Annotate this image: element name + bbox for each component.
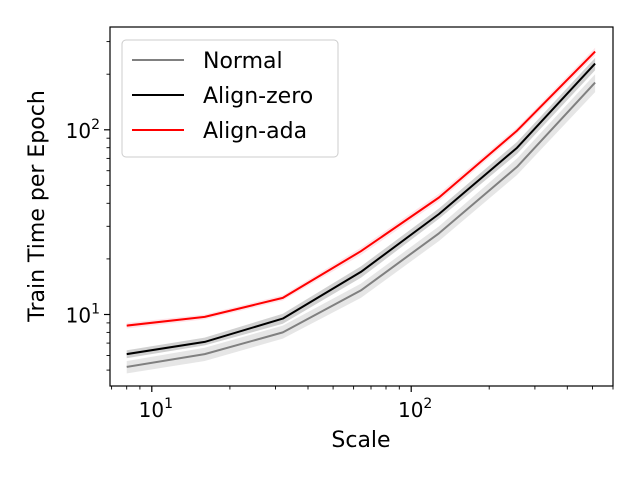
y-tick-label: 102 (66, 117, 100, 143)
x-tick-label: 101 (139, 396, 173, 422)
series-lines (126, 50, 596, 368)
y-tick-label: 101 (66, 301, 100, 327)
legend-label-0: Normal (203, 49, 283, 74)
legend-label-2: Align-ada (203, 119, 307, 144)
y-axis-ticks: 101 102 (66, 41, 110, 371)
x-axis-label: Scale (331, 428, 390, 453)
line-series-0 (126, 81, 596, 368)
legend: Normal Align-zero Align-ada (121, 39, 339, 158)
legend-box (121, 39, 339, 158)
x-tick-label: 102 (398, 396, 432, 422)
legend-label-1: Align-zero (203, 84, 313, 109)
y-axis-label: Train Time per Epoch (25, 90, 50, 323)
line-series-2 (126, 50, 596, 327)
line-series-1 (126, 62, 596, 356)
plot-frame (109, 26, 614, 387)
x-axis-ticks: 101 102 (111, 386, 614, 422)
